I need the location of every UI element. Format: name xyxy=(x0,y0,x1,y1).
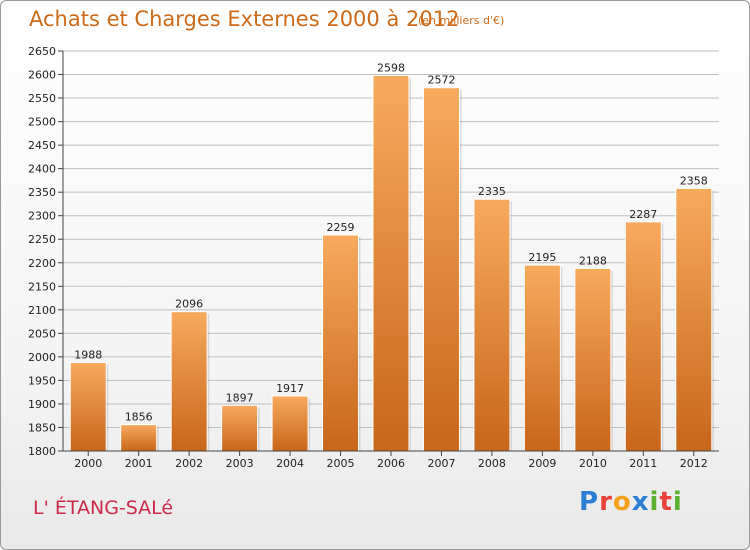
y-tick-label: 1900 xyxy=(28,398,56,411)
proxiti-logo: Proxiti xyxy=(579,487,683,517)
bar-2011 xyxy=(624,221,662,452)
data-label-2012: 2358 xyxy=(680,174,708,187)
data-label-2007: 2572 xyxy=(427,74,455,87)
y-tick-label: 2400 xyxy=(28,163,56,176)
bar-2005 xyxy=(322,234,360,452)
bar-2003 xyxy=(221,404,259,452)
y-tick-label: 2500 xyxy=(28,116,56,129)
x-tick-label: 2003 xyxy=(226,457,254,470)
y-tick-label: 2450 xyxy=(28,139,56,152)
logo-letter: o xyxy=(612,487,632,517)
y-tick-label: 2600 xyxy=(28,69,56,82)
data-label-2003: 1897 xyxy=(226,391,254,404)
logo-letter: x xyxy=(631,487,650,517)
x-tick-label: 2004 xyxy=(276,457,304,470)
x-tick-label: 2000 xyxy=(74,457,102,470)
logo-letter: i xyxy=(672,487,683,517)
bars: 1988 1856 2096 1897 1917 2259 2598 2572 2335 2195… xyxy=(69,61,714,452)
chart-subtitle: (en milliers d'€) xyxy=(418,14,505,27)
bar-2010 xyxy=(574,267,612,452)
y-tick-label: 2000 xyxy=(28,351,56,364)
bar-2000 xyxy=(69,362,107,452)
x-tick-label: 2006 xyxy=(377,457,405,470)
x-tick-label: 2009 xyxy=(528,457,556,470)
x-tick-label: 2001 xyxy=(125,457,153,470)
y-tick-label: 2300 xyxy=(28,210,56,223)
logo-letter: t xyxy=(659,487,673,517)
data-label-2011: 2287 xyxy=(629,208,657,221)
logo-letter: r xyxy=(599,487,613,517)
x-axis: 2000 2001 2002 2003 2004 2005 2006 2007 2008 2009… xyxy=(63,450,719,470)
bar-2012 xyxy=(675,187,713,452)
bar-2006 xyxy=(372,74,410,452)
bar-2008 xyxy=(473,198,511,452)
y-tick-label: 2250 xyxy=(28,233,56,246)
data-label-2010: 2188 xyxy=(579,254,607,267)
x-tick-label: 2010 xyxy=(579,457,607,470)
x-tick-label: 2007 xyxy=(427,457,455,470)
x-tick-label: 2002 xyxy=(175,457,203,470)
logo-letter: P xyxy=(579,487,600,517)
y-tick-label: 2200 xyxy=(28,257,56,270)
y-tick-label: 2650 xyxy=(28,45,56,58)
y-tick-label: 2150 xyxy=(28,280,56,293)
bar-2007 xyxy=(422,87,460,452)
data-label-2005: 2259 xyxy=(327,221,355,234)
x-tick-label: 2008 xyxy=(478,457,506,470)
logo-letter: i xyxy=(649,487,660,517)
bar-2009 xyxy=(523,264,561,452)
y-tick-label: 2550 xyxy=(28,92,56,105)
y-tick-label: 1950 xyxy=(28,374,56,387)
data-label-2004: 1917 xyxy=(276,382,304,395)
data-label-2006: 2598 xyxy=(377,61,405,74)
y-tick-label: 1850 xyxy=(28,421,56,434)
y-tick-label: 2350 xyxy=(28,186,56,199)
x-tick-label: 2005 xyxy=(327,457,355,470)
y-tick-label: 1800 xyxy=(28,445,56,458)
bar-2002 xyxy=(170,311,208,452)
y-tick-label: 2050 xyxy=(28,327,56,340)
x-tick-label: 2012 xyxy=(680,457,708,470)
bar-2001 xyxy=(120,424,158,452)
bar-2004 xyxy=(271,395,309,452)
place-name: L' ÉTANG-SALé xyxy=(33,497,174,519)
data-label-2000: 1988 xyxy=(74,349,102,362)
data-label-2008: 2335 xyxy=(478,185,506,198)
y-axis: 1800 1850 1900 1950 2000 2050 2100 2150 2200 2250… xyxy=(28,45,64,458)
data-label-2002: 2096 xyxy=(175,298,203,311)
x-tick-label: 2011 xyxy=(629,457,657,470)
y-tick-label: 2100 xyxy=(28,304,56,317)
chart-title: Achats et Charges Externes 2000 à 2012 xyxy=(29,7,460,31)
data-label-2009: 2195 xyxy=(528,251,556,264)
data-label-2001: 1856 xyxy=(125,411,153,424)
